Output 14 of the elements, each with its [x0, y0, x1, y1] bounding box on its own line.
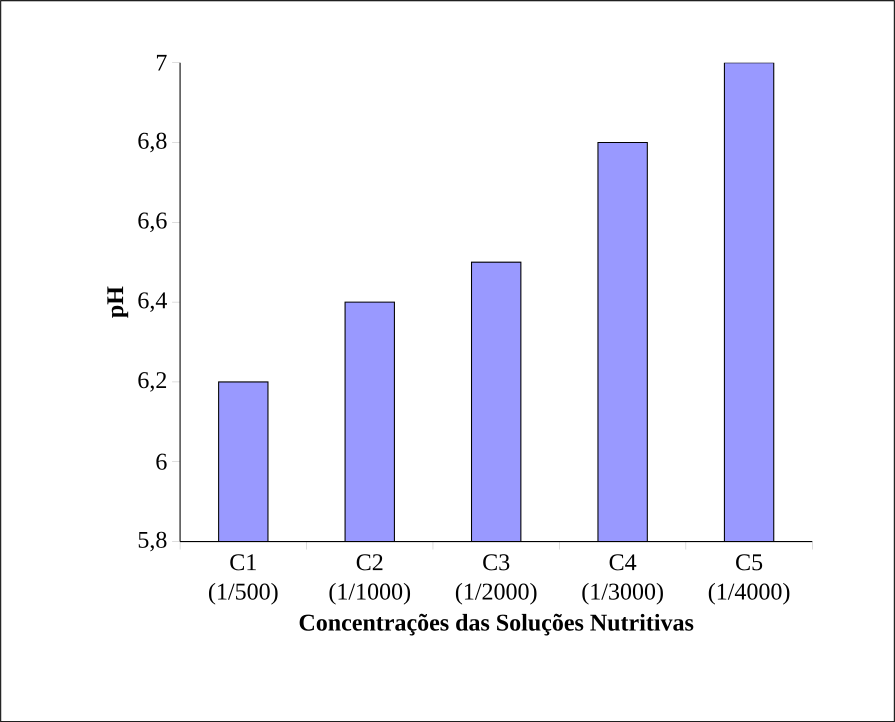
- x-tick-label: C2 (1/1000): [329, 554, 410, 604]
- y-tick-label: 7: [156, 54, 167, 70]
- y-tick-label: 6,6: [138, 212, 167, 232]
- x-tick-label: C3 (1/2000): [456, 554, 536, 604]
- x-tick-label: C5 (1/4000): [708, 554, 790, 604]
- y-tick-label: 6,4: [138, 292, 167, 312]
- x-tick-label: C4 (1/3000): [582, 554, 663, 604]
- y-tick-label: 6,2: [138, 372, 166, 392]
- x-tick-label: C1 (1/500): [209, 554, 278, 604]
- x-axis-title: Concentrações das Soluções Nutritivas: [300, 614, 694, 636]
- y-tick-label: 5,8: [138, 532, 166, 552]
- y-tick-label: 6: [156, 454, 167, 470]
- y-axis-title: pH: [107, 286, 128, 318]
- y-tick-label: 6,8: [138, 132, 166, 152]
